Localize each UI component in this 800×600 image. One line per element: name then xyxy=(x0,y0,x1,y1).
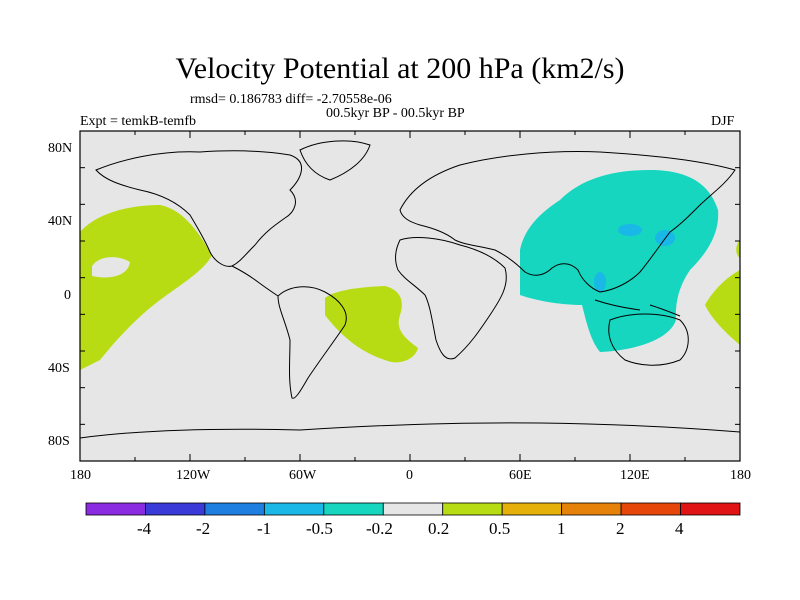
colorbar-box xyxy=(680,502,741,516)
east-pacific-positive-region xyxy=(80,205,212,370)
colorbar-label-10: 4 xyxy=(675,519,684,538)
colorbar-box xyxy=(263,502,325,516)
lat-label-40s: 40S xyxy=(48,361,70,376)
stats-line: rmsd= 0.186783 diff= -2.70558e-06 xyxy=(190,92,392,107)
lon-label-180-right: 180 xyxy=(730,468,751,483)
lat-label-80s: 80S xyxy=(48,434,70,449)
colorbar-box xyxy=(323,502,384,516)
plot-title: Velocity Potential at 200 hPa (km2/s) xyxy=(175,52,625,85)
colorbar-label-8: 1 xyxy=(557,519,566,538)
colorbar-box xyxy=(204,502,265,516)
indonesia-coast xyxy=(594,299,681,317)
colorbar-box xyxy=(145,502,206,516)
atlantic-positive-region xyxy=(325,286,418,363)
lon-label-0: 0 xyxy=(406,468,413,483)
lon-label-60w: 60W xyxy=(289,468,317,483)
lat-label-80n: 80N xyxy=(48,141,73,156)
antarctica-coast xyxy=(79,422,741,439)
asia-pacific-negative-region xyxy=(520,170,719,352)
colorbar-label-9: 2 xyxy=(616,519,625,538)
eurasia-coast xyxy=(399,151,736,293)
lat-label-equator: 0 xyxy=(64,288,71,303)
colorbar-label-1: -4 xyxy=(137,519,152,538)
east-pacific-edge-region-right xyxy=(705,270,740,345)
period-line: 00.5kyr BP - 00.5kyr BP xyxy=(326,106,465,121)
lon-label-120e: 120E xyxy=(620,468,650,483)
season-label: DJF xyxy=(711,114,735,129)
colorbar-box xyxy=(501,502,563,516)
axis-ticks xyxy=(79,130,741,462)
colorbar-box xyxy=(382,502,444,516)
indochina-strong-negative xyxy=(594,272,606,292)
south-america-coast xyxy=(277,286,347,399)
experiment-label: Expt = temkB-temfb xyxy=(80,114,196,129)
colorbar-box xyxy=(620,502,681,516)
africa-coast xyxy=(395,237,507,360)
central-america-coast xyxy=(231,265,279,297)
colorbar-label-2: -2 xyxy=(196,519,211,538)
negative-anomaly-regions xyxy=(520,170,719,352)
colorbar-label-5: -0.2 xyxy=(366,519,393,538)
greenland-coast xyxy=(299,140,371,181)
korea-strong-negative xyxy=(618,224,642,236)
colorbar-box xyxy=(561,502,622,516)
lon-label-60e: 60E xyxy=(509,468,532,483)
positive-anomaly-regions xyxy=(80,205,740,370)
colorbar-box xyxy=(85,502,146,516)
colorbar-box xyxy=(442,502,503,516)
colorbar-label-6: 0.2 xyxy=(428,519,450,538)
colorbar-label-4: -0.5 xyxy=(306,519,333,538)
coastlines xyxy=(79,140,741,439)
colorbar-label-7: 0.5 xyxy=(489,519,511,538)
north-america-coast xyxy=(95,150,302,267)
colorbar-label-3: -1 xyxy=(257,519,272,538)
east-pacific-edge-region-left xyxy=(736,240,740,258)
lon-label-180-left: 180 xyxy=(70,468,91,483)
lat-label-40n: 40N xyxy=(48,214,73,229)
australia-coast xyxy=(608,313,689,366)
lon-label-120w: 120W xyxy=(176,468,211,483)
